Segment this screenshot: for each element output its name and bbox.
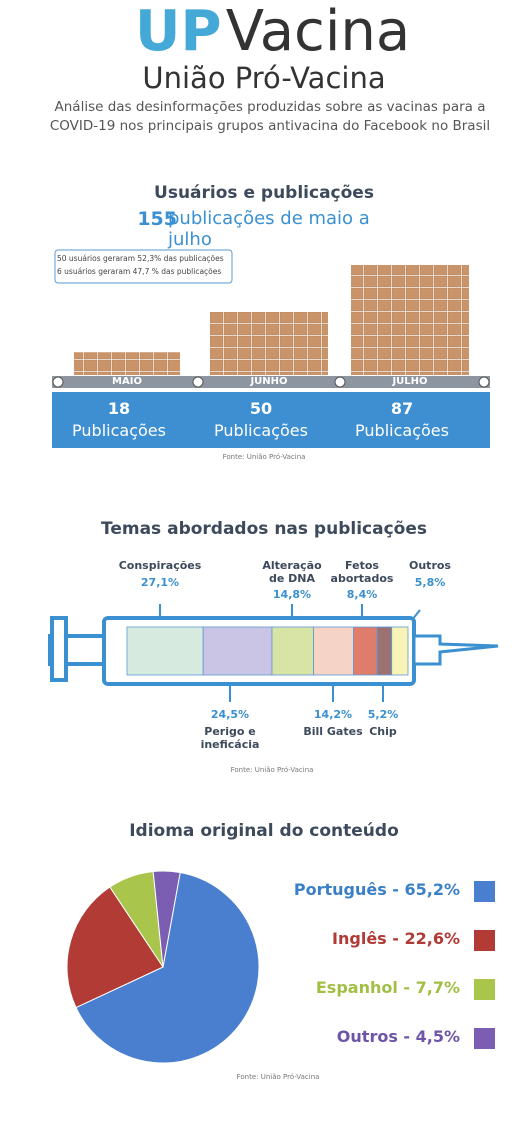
roller [478, 376, 490, 388]
value-label: 50 [249, 399, 273, 418]
legend-swatch [474, 1028, 495, 1049]
topic-value: 5,2% [367, 708, 399, 721]
legend-label: Inglês - 22,6% [332, 929, 460, 948]
segment [391, 626, 409, 676]
box-pile [210, 311, 328, 375]
legend-swatch [474, 979, 495, 1000]
source: Fonte: União Pró-Vacina [236, 1073, 320, 1081]
month-label: JUNHO [250, 376, 288, 387]
topic-name: Fetos abortados [330, 559, 394, 585]
subtitle-value: 155 [137, 208, 177, 230]
value-unit: Publicações [214, 421, 308, 440]
month-label: JULHO [392, 376, 428, 387]
roller [52, 376, 64, 388]
header-description: Análise das desinformações produzidas so… [49, 99, 491, 134]
topic-value: 14,8% [272, 588, 312, 601]
notes-box [54, 249, 233, 284]
topic-value: 24,5% [210, 708, 250, 721]
note: 6 usuários geraram 47,7 % das publicaçõe… [57, 267, 222, 276]
section-subtitle: publicações de maio a julho [168, 208, 370, 250]
topic-name: Perigo e ineficácia [200, 725, 260, 751]
topic-name: Chip [369, 725, 397, 738]
plunger-end [50, 616, 68, 682]
legend-swatch [474, 930, 495, 951]
source: Fonte: União Pró-Vacina [230, 766, 314, 774]
section-title: Temas abordados nas publicações [101, 519, 427, 539]
topic-value: 27,1% [140, 576, 180, 589]
value-label: 87 [390, 399, 414, 418]
topic-value: 14,2% [313, 708, 353, 721]
needle [412, 634, 499, 666]
source: Fonte: União Pró-Vacina [222, 453, 306, 461]
pie-slice [152, 870, 181, 968]
pie-slice [75, 871, 260, 1064]
note: 50 usuários geraram 52,3% das publicaçõe… [57, 254, 224, 263]
section-title: Usuários e publicações [154, 183, 374, 203]
segment [313, 626, 354, 676]
section-title: Idioma original do conteúdo [129, 821, 399, 841]
topic-name: Conspirações [118, 559, 202, 572]
legend-label: Português - 65,2% [293, 880, 460, 899]
legend-label: Outros - 4,5% [336, 1027, 460, 1046]
topic-name: Outros [409, 559, 451, 572]
pie-slice [66, 886, 164, 1009]
segment [271, 626, 314, 676]
legend-label: Espanhol - 7,7% [315, 978, 460, 997]
value-unit: Publicações [72, 421, 166, 440]
conveyor [52, 376, 490, 388]
logo-vacina: Vacina [225, 0, 411, 64]
box-pile [74, 352, 180, 375]
value-unit: Publicações [355, 421, 449, 440]
topic-value: 8,4% [346, 588, 378, 601]
segment [353, 626, 378, 676]
segment [376, 626, 393, 676]
topic-name: Alteração de DNA [262, 559, 322, 585]
value-label: 18 [107, 399, 131, 418]
month-label: MAIO [112, 376, 142, 387]
leader [411, 609, 421, 621]
totals-box [52, 392, 490, 448]
topic-name: Bill Gates [303, 725, 363, 738]
legend-swatch [474, 881, 495, 902]
logo-up: UP [135, 0, 222, 64]
segment [202, 626, 273, 676]
box-pile [351, 265, 469, 375]
segment [126, 626, 204, 676]
header-subtitle: União Pró-Vacina [142, 61, 386, 95]
topic-value: 5,8% [414, 576, 446, 589]
roller [192, 376, 204, 388]
roller [334, 376, 346, 388]
